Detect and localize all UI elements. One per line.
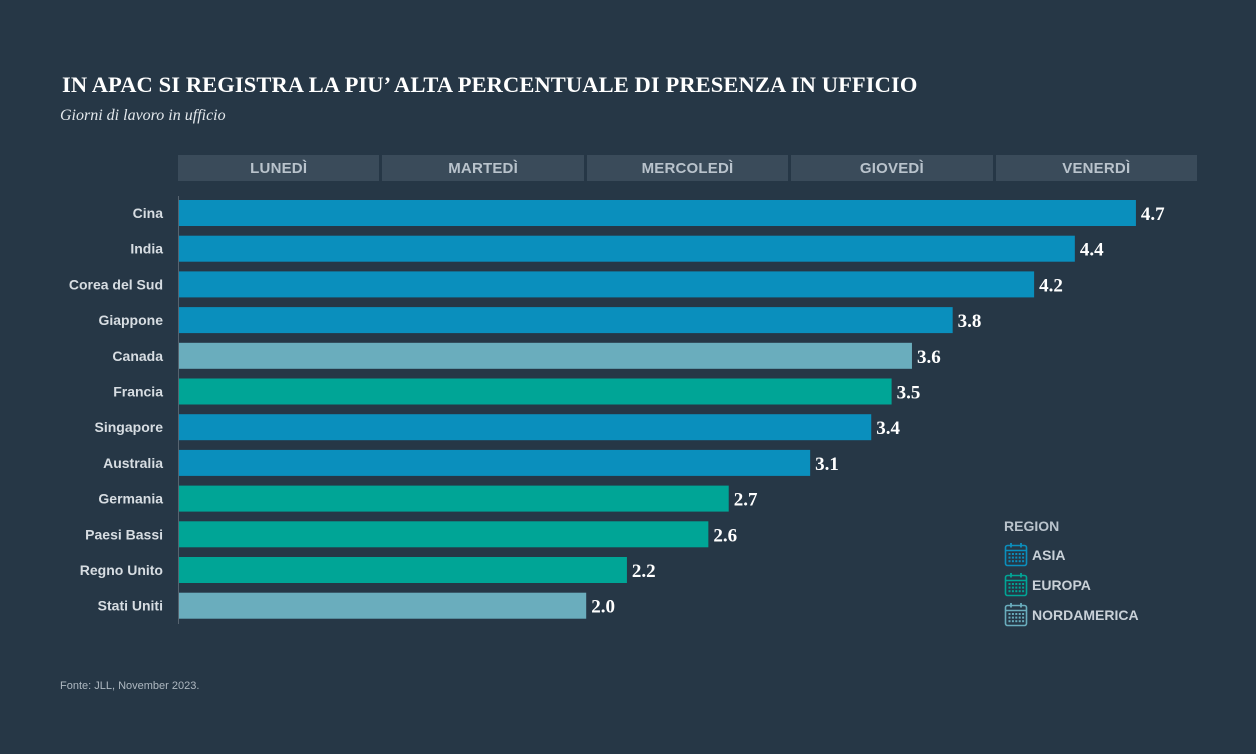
chart-subtitle: Giorni di lavoro in ufficio — [60, 107, 226, 124]
value-label-2: 4.2 — [1039, 275, 1063, 296]
bar-2 — [179, 271, 1035, 298]
value-label-11: 2.0 — [591, 597, 615, 618]
bar-3 — [179, 307, 953, 334]
legend-label: EUROPA — [1032, 577, 1091, 593]
value-label-7: 3.1 — [815, 454, 839, 475]
calendar-icon — [1004, 603, 1028, 627]
value-label-4: 3.6 — [917, 347, 941, 368]
category-label-9: Paesi Bassi — [85, 526, 163, 542]
legend-item-asia: ASIA — [1004, 540, 1139, 570]
value-label-3: 3.8 — [958, 311, 982, 332]
category-label-7: Australia — [103, 455, 163, 471]
legend-label: NORDAMERICA — [1032, 607, 1139, 623]
day-header-4: VENERDÌ — [995, 155, 1197, 181]
legend-title: REGION — [1004, 518, 1060, 534]
category-label-6: Singapore — [95, 419, 164, 435]
day-header-1: MARTEDÌ — [382, 155, 584, 181]
bar-9 — [179, 521, 709, 548]
bar-0 — [179, 200, 1136, 226]
category-label-4: Canada — [112, 348, 163, 364]
bar-8 — [179, 485, 729, 512]
legend-item-europa: EUROPA — [1004, 570, 1139, 600]
category-label-5: Francia — [113, 384, 163, 400]
value-label-0: 4.7 — [1141, 204, 1165, 225]
bar-1 — [179, 235, 1075, 262]
bar-6 — [179, 414, 872, 441]
category-label-11: Stati Uniti — [98, 598, 163, 614]
bar-4 — [179, 342, 912, 369]
bar-11 — [179, 592, 587, 619]
category-label-3: Giappone — [98, 312, 163, 328]
day-header-3: GIOVEDÌ — [791, 155, 993, 181]
chart-title: IN APAC SI REGISTRA LA PIU’ ALTA PERCENT… — [62, 72, 918, 97]
category-label-8: Germania — [98, 491, 163, 507]
bar-10 — [179, 557, 627, 583]
value-label-8: 2.7 — [734, 490, 758, 511]
value-label-5: 3.5 — [897, 383, 921, 404]
category-label-2: Corea del Sud — [69, 276, 163, 292]
category-label-1: India — [130, 241, 163, 257]
bar-7 — [179, 449, 811, 476]
source-note: Fonte: JLL, November 2023. — [60, 680, 200, 692]
day-header-0: LUNEDÌ — [178, 155, 380, 181]
legend: REGION ASIA EUROPA NORDAMERICA — [1004, 518, 1139, 630]
value-label-1: 4.4 — [1080, 240, 1104, 261]
bar-5 — [179, 378, 892, 405]
category-label-10: Regno Unito — [80, 562, 163, 578]
value-label-10: 2.2 — [632, 561, 656, 582]
y-axis-line — [178, 196, 179, 624]
legend-item-nordamerica: NORDAMERICA — [1004, 600, 1139, 630]
value-label-6: 3.4 — [876, 418, 900, 439]
calendar-icon — [1004, 543, 1028, 567]
category-label-0: Cina — [133, 205, 164, 221]
legend-label: ASIA — [1032, 547, 1066, 563]
day-header-2: MERCOLEDÌ — [586, 155, 789, 181]
value-label-9: 2.6 — [713, 525, 737, 546]
calendar-icon — [1004, 573, 1028, 597]
